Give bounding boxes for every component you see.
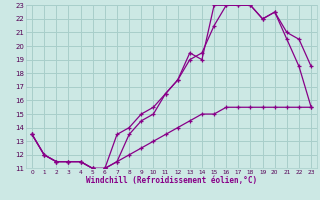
X-axis label: Windchill (Refroidissement éolien,°C): Windchill (Refroidissement éolien,°C) xyxy=(86,176,257,185)
